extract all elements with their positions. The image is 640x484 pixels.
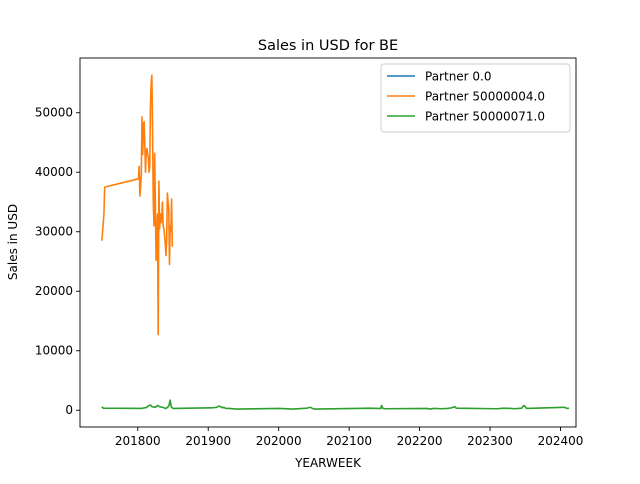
legend-entry-2: Partner 50000071.0 bbox=[425, 110, 545, 124]
y-tick-label: 30000 bbox=[35, 225, 73, 239]
y-axis: 0 10000 20000 30000 40000 50000 bbox=[35, 106, 80, 417]
legend-entry-0: Partner 0.0 bbox=[425, 70, 492, 84]
plot-frame bbox=[79, 57, 577, 428]
x-tick-label: 202000 bbox=[256, 434, 302, 448]
legend-entry-1: Partner 50000004.0 bbox=[425, 90, 545, 104]
x-tick-label: 202100 bbox=[326, 434, 372, 448]
y-tick-label: 50000 bbox=[35, 106, 73, 120]
legend-frame bbox=[380, 63, 571, 133]
x-tick-label: 201800 bbox=[115, 434, 161, 448]
x-axis: 201800 201900 202000 202100 202200 202300 2024… bbox=[115, 427, 584, 448]
legend: Partner 0.0 Partner 50000004.0 Partner 500… bbox=[380, 63, 571, 133]
x-tick-label: 202300 bbox=[467, 434, 513, 448]
y-tick-label: 20000 bbox=[35, 284, 73, 298]
x-tick-label: 201900 bbox=[185, 434, 231, 448]
y-tick-label: 40000 bbox=[35, 165, 73, 179]
y-tick-label: 0 bbox=[65, 403, 73, 417]
series-line-1 bbox=[101, 74, 174, 336]
x-axis-label: YEARWEEK bbox=[294, 456, 362, 470]
x-tick-label: 202400 bbox=[538, 434, 584, 448]
x-tick-label: 202200 bbox=[397, 434, 443, 448]
y-tick-label: 10000 bbox=[35, 344, 73, 358]
chart-title: Sales in USD for BE bbox=[258, 38, 398, 54]
y-axis-label: Sales in USD bbox=[6, 204, 20, 280]
plot-area bbox=[101, 74, 570, 410]
series-line-2 bbox=[101, 399, 570, 410]
